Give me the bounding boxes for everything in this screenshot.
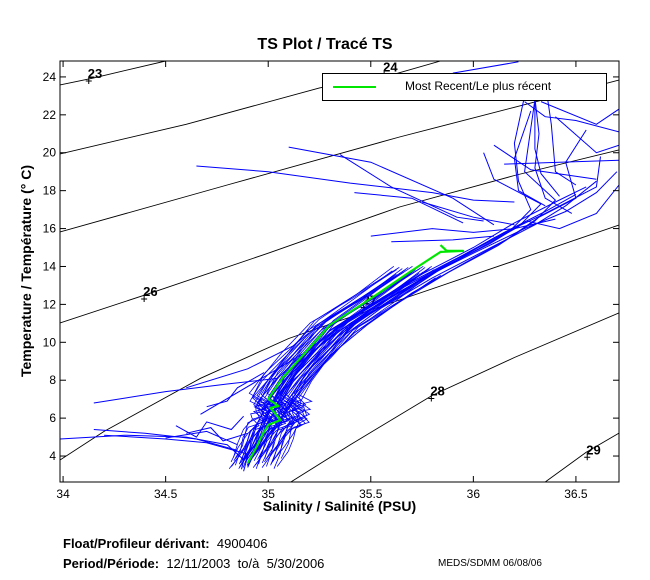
legend-swatch-most-recent [333, 86, 376, 88]
isopycnal-label: 24 [383, 59, 398, 74]
y-axis: 4 6 8 10 12 14 16 18 20 22 24 [43, 70, 619, 463]
profile-trace [230, 270, 393, 463]
profile-trace [276, 275, 442, 467]
y-tick-label: 10 [43, 335, 57, 349]
isopycnal-label: 26 [143, 284, 157, 299]
profile-trace [272, 269, 434, 461]
period-label: Period/Période: [63, 556, 160, 571]
most-recent-trace [246, 244, 465, 464]
profile-trace [243, 186, 587, 472]
x-tick-label: 36.5 [564, 487, 588, 501]
y-tick-label: 12 [43, 297, 57, 311]
y-tick-label: 18 [43, 184, 57, 198]
isopycnal-label: 28 [430, 384, 444, 399]
profile-trace [206, 372, 265, 408]
y-tick-label: 8 [49, 373, 56, 387]
profile-trace [339, 154, 484, 222]
profile-trace [288, 146, 495, 226]
y-tick-label: 24 [43, 70, 57, 84]
profile-trace [504, 159, 619, 165]
profile-trace [165, 430, 238, 446]
y-tick-label: 4 [49, 449, 56, 463]
period-end: 5/30/2006 [266, 556, 325, 571]
legend-label-most-recent: Most Recent/Le plus récent [405, 79, 552, 93]
y-tick-label: 6 [49, 411, 56, 425]
y-tick-label: 14 [43, 259, 57, 273]
profile-trace [280, 267, 444, 459]
isopycnal-label-marker [584, 454, 591, 461]
x-tick-label: 34.5 [154, 487, 178, 501]
profile-trace [261, 271, 424, 464]
profile-trace [251, 99, 557, 459]
profile-trace [186, 427, 248, 442]
isopycnal-28 [290, 312, 619, 482]
profile-trace [270, 272, 435, 465]
period-to: to/à [237, 556, 260, 571]
profile-trace [175, 415, 244, 438]
profile-trace [245, 267, 409, 459]
isopycnal-23 [60, 61, 166, 86]
profile-trace [546, 95, 577, 186]
isopycnal-24 [60, 61, 441, 155]
profile-trace [60, 434, 244, 461]
y-tick-label: 16 [43, 222, 57, 236]
period-info: Period/Période: 12/11/2003 to/à 5/30/200… [63, 556, 324, 571]
profile-trace [534, 103, 560, 197]
plot-frame [59, 60, 620, 483]
isopycnal-label: 29 [586, 442, 600, 457]
profile-trace [421, 201, 515, 226]
profile-trace [555, 116, 619, 154]
x-tick-label: 35.5 [359, 487, 383, 501]
isopycnal-contours [60, 61, 619, 482]
float-label: Float/Profileur dérivant: [63, 536, 210, 551]
profile-trace [270, 273, 432, 466]
profile-trace [534, 97, 573, 214]
isopycnal-27 [60, 224, 619, 461]
profile-trace [247, 171, 618, 468]
profile-trace [255, 277, 417, 469]
profile-trace [391, 235, 494, 243]
profile-trace [452, 61, 519, 74]
profile-trace [253, 269, 416, 461]
profile-trace [93, 429, 238, 451]
profile-trace [196, 165, 515, 203]
isopycnal-26 [60, 149, 619, 324]
profile-trace [540, 101, 619, 125]
x-tick-label: 36 [467, 487, 481, 501]
profile-trace [240, 271, 404, 464]
most-recent-line [246, 244, 465, 464]
profile-trace [93, 377, 279, 404]
profile-trace [354, 192, 464, 224]
period-start: 12/11/2003 [166, 556, 231, 571]
profile-trace [259, 265, 424, 458]
legend: Most Recent/Le plus récent [322, 73, 607, 101]
profile-trace [513, 110, 546, 207]
isopycnal-label: 23 [88, 66, 102, 81]
profile-trace [104, 434, 248, 455]
profile-trace [269, 265, 432, 458]
chart-title: TS Plot / Tracé TS [257, 36, 393, 53]
float-id: 4900406 [216, 536, 268, 551]
y-tick-label: 22 [43, 108, 57, 122]
y-axis-label: Temperature / Température (° C) [18, 164, 34, 378]
y-tick-label: 20 [43, 146, 57, 160]
profile-trace [243, 156, 601, 461]
profile-trace [370, 218, 556, 237]
x-tick-label: 34 [56, 487, 70, 501]
profile-trace [186, 332, 310, 389]
credit-stamp: MEDS/SDMM 06/08/06 [438, 558, 542, 569]
x-axis: 34 34.5 35 35.5 36 36.5 [56, 61, 588, 501]
x-axis-label: Salinity / Salinité (PSU) [262, 498, 417, 514]
isopycnal-label-marker [141, 296, 148, 303]
profile-trace [493, 144, 597, 180]
isopycnal-label-marker [85, 78, 92, 85]
isopycnal-label-marker [428, 395, 435, 402]
x-tick-label: 35 [262, 487, 276, 501]
float-info: Float/Profileur dérivant: 4900406 [63, 536, 268, 551]
isopycnal-29 [544, 432, 619, 482]
